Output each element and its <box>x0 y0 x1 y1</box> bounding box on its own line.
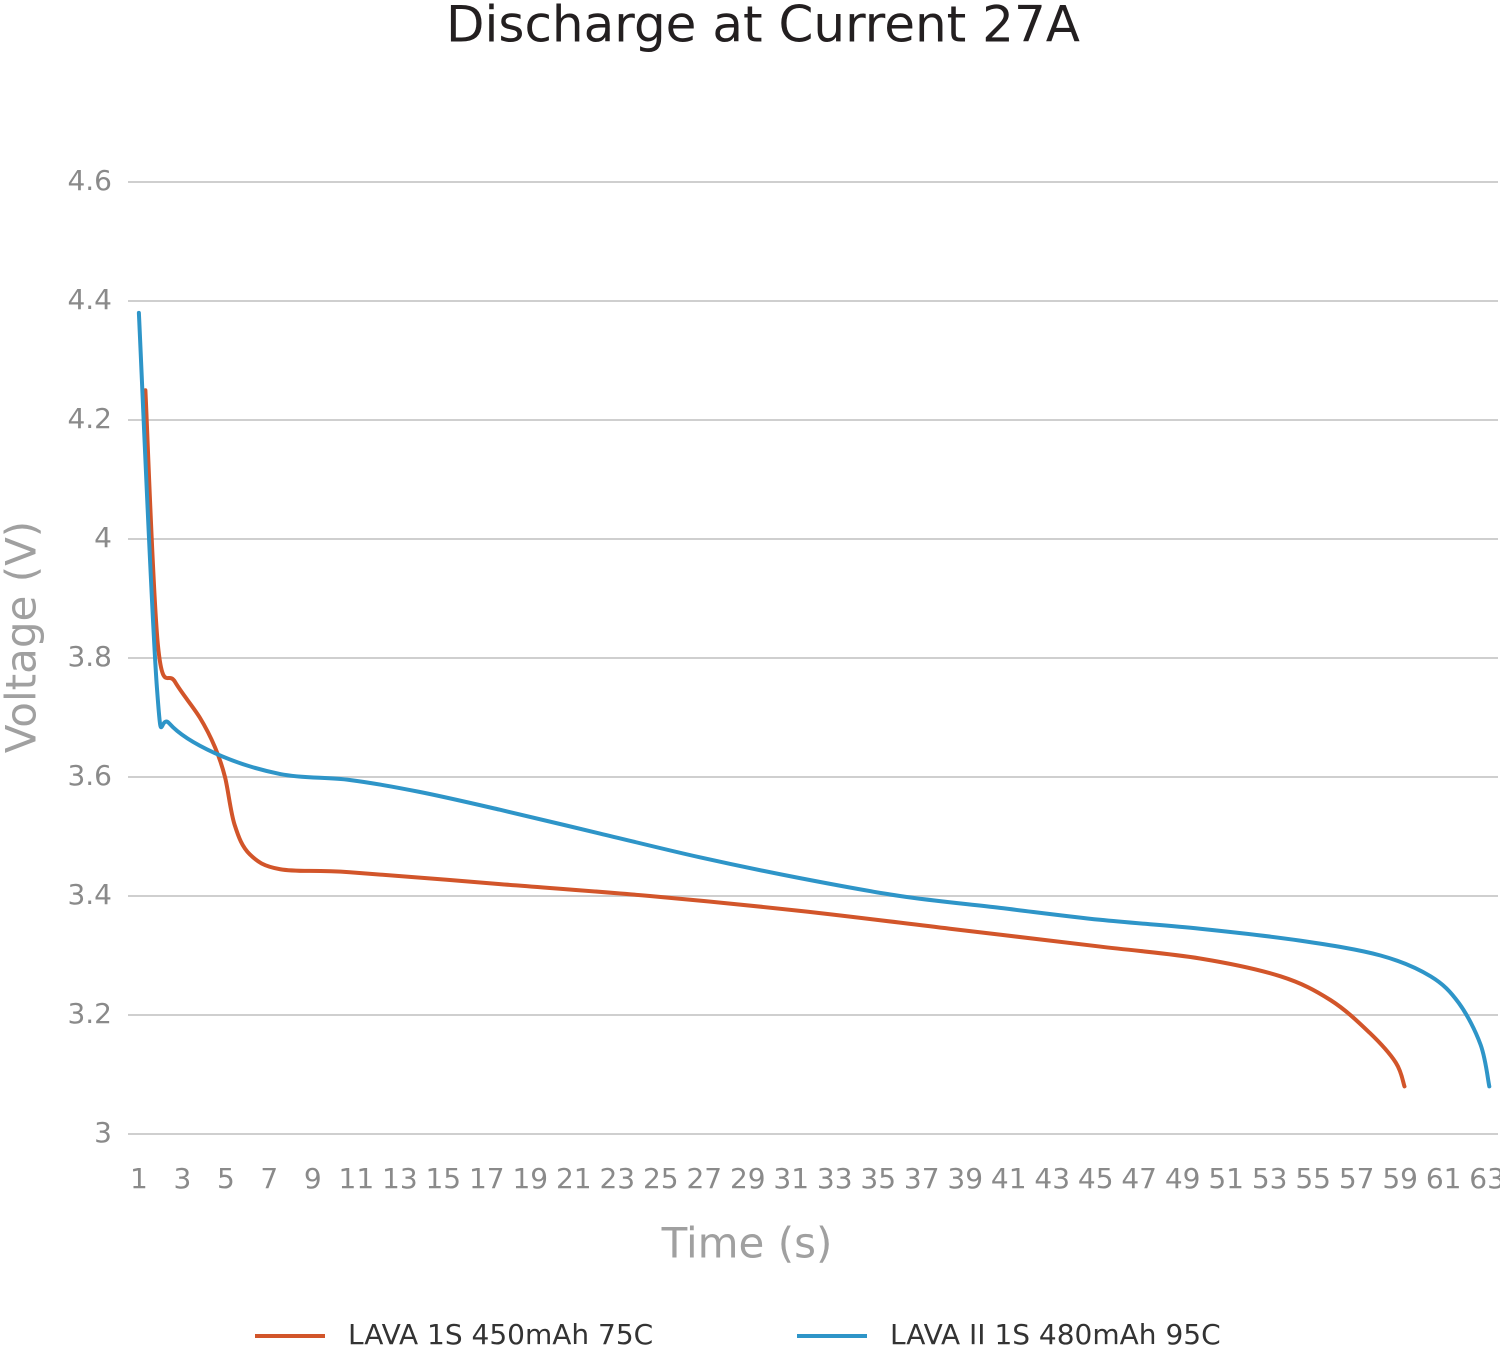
legend-label: LAVA 1S 450mAh 75C <box>348 1318 653 1351</box>
y-tick-label: 4.2 <box>67 402 112 435</box>
x-tick-label: 23 <box>599 1162 635 1195</box>
legend-label: LAVA II 1S 480mAh 95C <box>890 1318 1221 1351</box>
x-tick-label: 11 <box>339 1162 375 1195</box>
x-tick-label: 41 <box>991 1162 1027 1195</box>
x-tick-label: 63 <box>1469 1162 1500 1195</box>
x-tick-label: 27 <box>686 1162 722 1195</box>
x-axis-title: Time (s) <box>661 1219 833 1268</box>
x-tick-label: 51 <box>1208 1162 1244 1195</box>
y-tick-label: 3.8 <box>67 640 112 673</box>
x-tick-label: 7 <box>260 1162 278 1195</box>
series-line <box>136 310 1492 1089</box>
x-tick-label: 39 <box>947 1162 983 1195</box>
x-tick-label: 35 <box>860 1162 896 1195</box>
y-tick-label: 4 <box>94 521 112 554</box>
x-tick-label: 45 <box>1078 1162 1114 1195</box>
y-tick-label: 3.4 <box>67 878 112 911</box>
x-tick-label: 47 <box>1121 1162 1157 1195</box>
x-tick-label: 3 <box>173 1162 191 1195</box>
x-tick-label: 49 <box>1165 1162 1201 1195</box>
y-tick-label: 4.6 <box>67 164 112 197</box>
series-line <box>143 388 1407 1089</box>
x-tick-label: 29 <box>730 1162 766 1195</box>
x-tick-label: 59 <box>1382 1162 1418 1195</box>
x-tick-label: 9 <box>304 1162 322 1195</box>
x-tick-label: 61 <box>1426 1162 1462 1195</box>
x-tick-label: 25 <box>643 1162 679 1195</box>
x-tick-label: 21 <box>556 1162 592 1195</box>
y-tick-label: 4.4 <box>67 283 112 316</box>
x-tick-label: 57 <box>1339 1162 1375 1195</box>
y-axis-title: Voltage (V) <box>0 521 46 753</box>
x-tick-label: 17 <box>469 1162 505 1195</box>
x-tick-label: 43 <box>1034 1162 1070 1195</box>
x-tick-label: 31 <box>773 1162 809 1195</box>
x-tick-label: 55 <box>1295 1162 1331 1195</box>
chart-title: Discharge at Current 27A <box>446 0 1080 54</box>
x-tick-label: 19 <box>512 1162 548 1195</box>
y-tick-label: 3.2 <box>67 997 112 1030</box>
x-tick-label: 15 <box>425 1162 461 1195</box>
x-tick-label: 37 <box>904 1162 940 1195</box>
x-tick-label: 5 <box>217 1162 235 1195</box>
x-tick-label: 1 <box>130 1162 148 1195</box>
x-tick-label: 33 <box>817 1162 853 1195</box>
x-tick-label: 53 <box>1252 1162 1288 1195</box>
y-tick-label: 3 <box>94 1116 112 1149</box>
x-tick-label: 13 <box>382 1162 418 1195</box>
y-tick-label: 3.6 <box>67 759 112 792</box>
